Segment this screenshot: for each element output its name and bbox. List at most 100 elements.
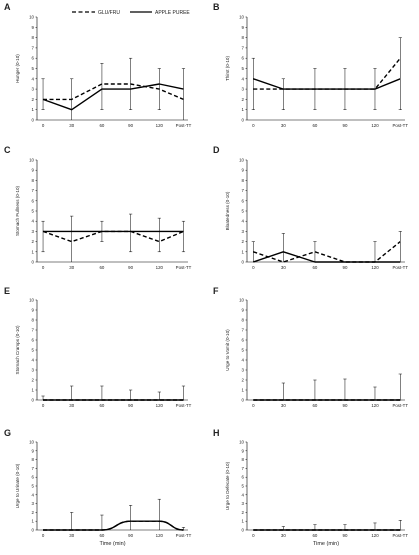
- y-tick-label: 8: [32, 457, 35, 462]
- y-tick-label: 2: [32, 239, 35, 244]
- x-tick-label: 60: [99, 533, 104, 538]
- y-tick-label: 7: [32, 188, 35, 193]
- x-tick-label: 60: [99, 403, 104, 408]
- y-tick-label: 3: [242, 87, 245, 92]
- x-tick-label: 120: [371, 533, 379, 538]
- y-tick-label: 9: [242, 168, 245, 173]
- y-tick-label: 6: [242, 475, 245, 480]
- x-tick-label: 0: [252, 403, 255, 408]
- x-tick-label: 120: [371, 265, 379, 270]
- legend-apple-label: APPLE PUREE: [155, 10, 190, 16]
- y-tick-label: 8: [32, 35, 35, 40]
- x-tick-label: 90: [343, 403, 348, 408]
- panel-c: C 0 1 2 3 4 5 6 7 8 9 10 0 30 60 90 120 Post-TT Stomach Fu…: [4, 145, 192, 270]
- y-tick-label: 9: [32, 25, 35, 30]
- x-tick-label: Post-TT: [176, 265, 192, 270]
- x-tick-label: 30: [281, 533, 286, 538]
- y-tick-label: 9: [32, 448, 35, 453]
- y-tick-label: 8: [242, 35, 245, 40]
- panel-letter: G: [4, 428, 11, 438]
- series-apple-line: [43, 520, 184, 531]
- y-tick-label: 10: [239, 298, 244, 303]
- y-tick-label: 1: [32, 388, 35, 393]
- series-glufru-line: [253, 57, 401, 90]
- x-tick-label: 90: [128, 533, 133, 538]
- y-tick-label: 1: [32, 519, 35, 524]
- panel-letter: E: [4, 286, 10, 296]
- y-tick-label: 7: [242, 466, 245, 471]
- series-apple-line: [253, 78, 401, 90]
- y-tick-label: 4: [32, 492, 35, 497]
- y-tick-label: 6: [32, 338, 35, 343]
- y-tick-label: 8: [32, 178, 35, 183]
- x-tick-label: 60: [312, 403, 317, 408]
- y-tick-label: 5: [32, 484, 35, 489]
- y-tick-label: 9: [32, 168, 35, 173]
- y-tick-label: 1: [242, 519, 245, 524]
- x-tick-label: Post-TT: [392, 533, 408, 538]
- y-tick-label: 0: [242, 398, 245, 403]
- y-tick-label: 6: [242, 198, 245, 203]
- y-tick-label: 1: [242, 107, 245, 112]
- y-tick-label: 1: [242, 249, 245, 254]
- x-tick-label: Post-TT: [392, 403, 408, 408]
- panel-letter: H: [213, 428, 220, 438]
- series-glufru-line: [43, 83, 184, 101]
- panel-letter: B: [213, 2, 220, 12]
- x-axis-label: Time (min): [99, 541, 125, 547]
- y-axis-label: Stomach Fullness (0-10): [15, 186, 20, 237]
- y-axis-label: Urge to Urinate (0-10): [15, 463, 20, 508]
- legend: GLU/FRU APPLE PUREE: [72, 10, 190, 16]
- y-tick-label: 4: [32, 358, 35, 363]
- panel-e: E 0 1 2 3 4 5 6 7 8 9 10 0 30 60 90 120 Post-TT Stomach Cr…: [4, 286, 192, 408]
- y-tick-label: 6: [242, 56, 245, 61]
- panel-letter: C: [4, 145, 11, 155]
- x-tick-label: 0: [42, 403, 45, 408]
- y-axis-label: Hunger (0-10): [15, 54, 20, 83]
- x-tick-label: 90: [128, 265, 133, 270]
- y-tick-label: 4: [242, 219, 245, 224]
- x-tick-label: 30: [281, 265, 286, 270]
- panel-letter: D: [213, 145, 220, 155]
- x-tick-label: 60: [312, 533, 317, 538]
- x-tick-label: 60: [312, 265, 317, 270]
- y-tick-label: 5: [32, 66, 35, 71]
- y-tick-label: 5: [32, 209, 35, 214]
- y-tick-label: 7: [32, 466, 35, 471]
- y-tick-label: 0: [32, 260, 35, 265]
- y-tick-label: 10: [29, 15, 34, 20]
- x-tick-label: 30: [281, 123, 286, 128]
- y-tick-label: 10: [29, 158, 34, 163]
- x-tick-label: 90: [343, 533, 348, 538]
- x-tick-label: 30: [69, 123, 74, 128]
- series-glufru-line: [43, 520, 184, 531]
- y-tick-label: 4: [32, 219, 35, 224]
- x-tick-label: 90: [128, 123, 133, 128]
- panel-letter: F: [213, 286, 219, 296]
- x-tick-label: 0: [42, 265, 45, 270]
- y-tick-label: 9: [32, 308, 35, 313]
- x-tick-label: 30: [69, 403, 74, 408]
- y-tick-label: 5: [242, 484, 245, 489]
- y-tick-label: 4: [242, 492, 245, 497]
- x-tick-label: 60: [312, 123, 317, 128]
- y-tick-label: 5: [32, 348, 35, 353]
- x-tick-label: Post-TT: [176, 403, 192, 408]
- x-tick-label: 0: [252, 533, 255, 538]
- y-tick-label: 7: [242, 188, 245, 193]
- y-tick-label: 10: [239, 15, 244, 20]
- y-tick-label: 10: [239, 440, 244, 445]
- x-tick-label: 0: [252, 123, 255, 128]
- x-tick-label: Post-TT: [176, 533, 192, 538]
- y-tick-label: 0: [32, 528, 35, 533]
- x-tick-label: 120: [371, 123, 379, 128]
- y-tick-label: 10: [29, 440, 34, 445]
- y-tick-label: 6: [242, 338, 245, 343]
- x-tick-label: 90: [343, 265, 348, 270]
- x-tick-label: 0: [252, 265, 255, 270]
- x-tick-label: 30: [69, 265, 74, 270]
- y-tick-label: 4: [242, 76, 245, 81]
- x-tick-label: 120: [371, 403, 379, 408]
- y-tick-label: 9: [242, 448, 245, 453]
